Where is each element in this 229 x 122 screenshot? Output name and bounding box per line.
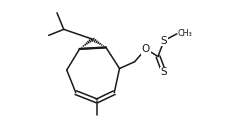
Text: O: O bbox=[141, 44, 149, 54]
Text: S: S bbox=[160, 36, 166, 46]
Text: CH₃: CH₃ bbox=[177, 29, 191, 38]
Text: S: S bbox=[160, 67, 166, 77]
